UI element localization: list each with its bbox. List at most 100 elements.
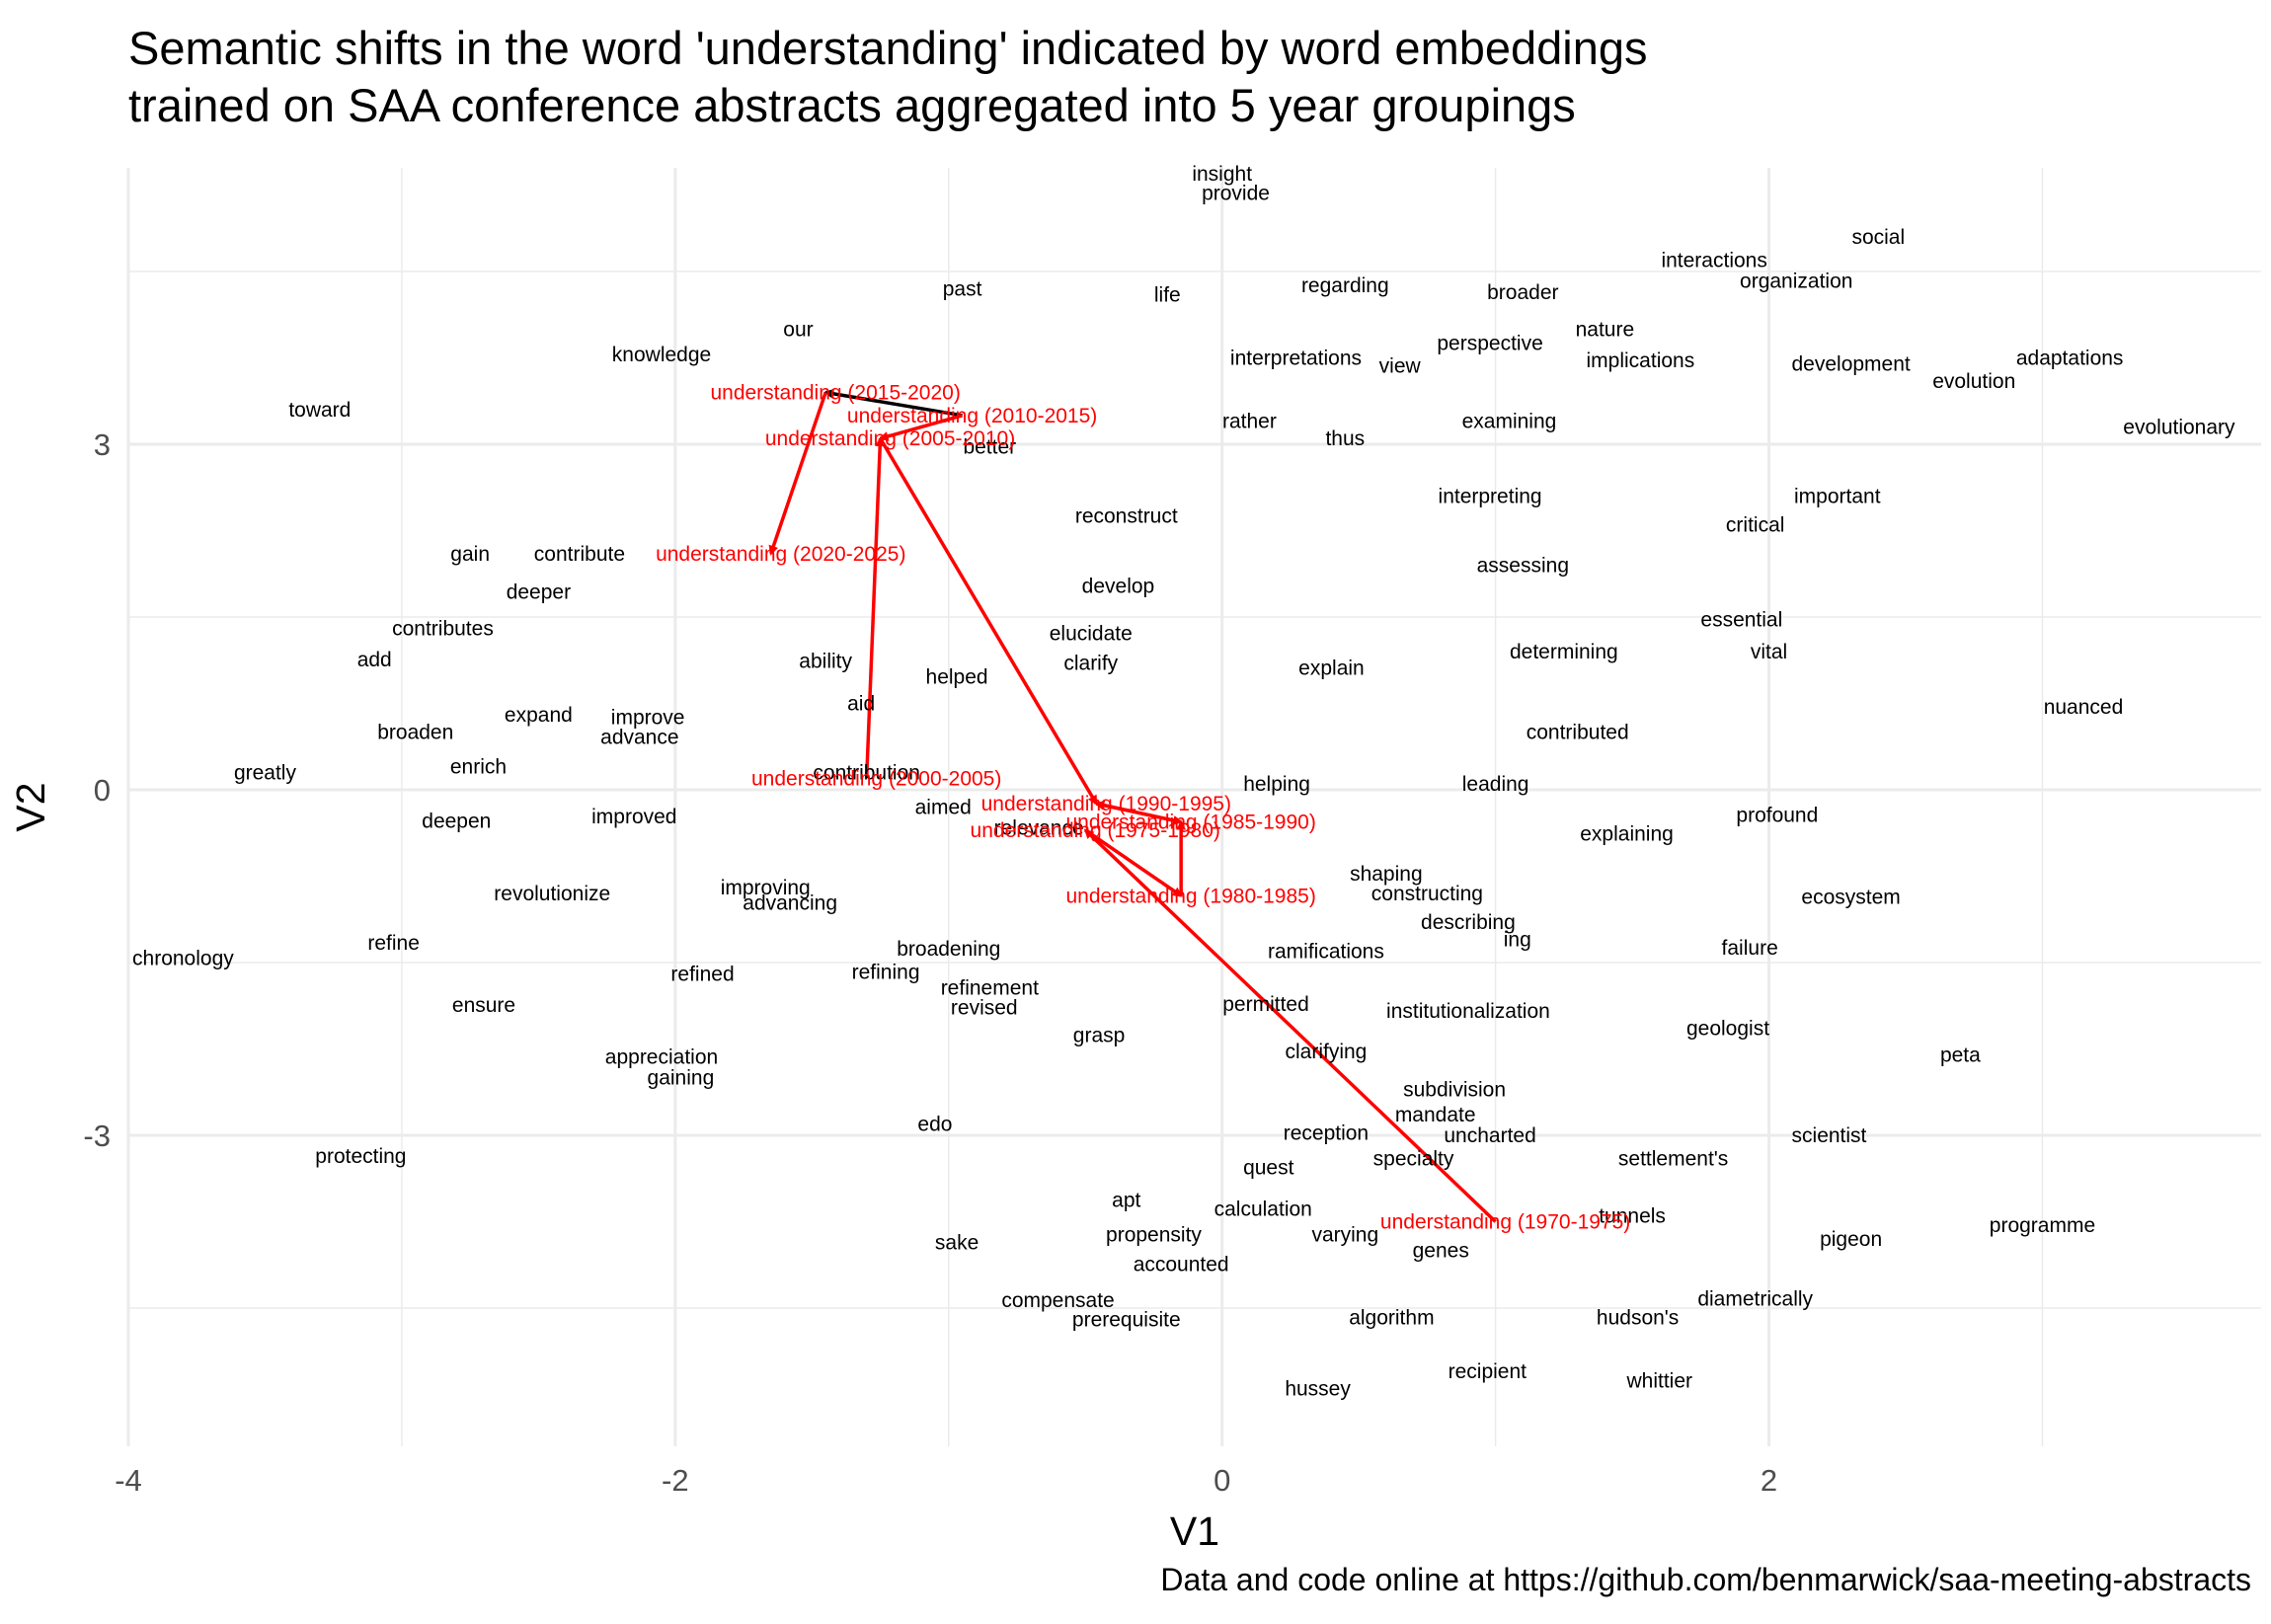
word-label: compensate (1001, 1289, 1114, 1312)
word-label: interactions (1661, 249, 1766, 271)
word-label: contribution (813, 762, 920, 785)
y-tick-label: 0 (94, 773, 111, 808)
word-label: add (357, 649, 392, 671)
word-label: development (1791, 352, 1910, 375)
word-label: helping (1243, 773, 1310, 796)
word-label: view (1379, 355, 1422, 378)
word-label: contribute (534, 543, 625, 566)
shift-arrow (879, 437, 1098, 806)
y-axis-label: V2 (8, 782, 53, 831)
word-label: our (783, 318, 813, 341)
word-label: ability (799, 650, 852, 672)
word-label: interpretations (1230, 348, 1362, 370)
chart-title: Semantic shifts in the word 'understandi… (128, 20, 2202, 134)
word-label: varying (1311, 1223, 1378, 1246)
word-label: thus (1325, 427, 1365, 450)
word-label: essential (1700, 608, 1782, 631)
word-label: ramifications (1268, 940, 1384, 963)
word-label: whittier (1626, 1370, 1693, 1393)
word-label: important (1794, 486, 1881, 508)
x-tick-label: 0 (1214, 1463, 1230, 1498)
word-label: improving (721, 877, 811, 899)
y-tick-label: -3 (83, 1119, 111, 1153)
word-label: enrich (450, 756, 507, 779)
word-label: determining (1510, 641, 1618, 663)
word-label: ing (1504, 929, 1531, 952)
word-label: geologist (1686, 1018, 1769, 1041)
word-label: improve (611, 707, 685, 730)
word-label: revised (951, 997, 1018, 1020)
caption: Data and code online at https://github.c… (1160, 1562, 2251, 1597)
word-label: nuanced (2044, 696, 2124, 719)
word-label: refined (670, 964, 734, 986)
word-label: failure (1722, 937, 1778, 960)
word-label: improved (591, 806, 676, 828)
word-label: past (943, 278, 982, 301)
word-label: algorithm (1349, 1306, 1434, 1329)
word-label: better (963, 435, 1016, 458)
word-label: contributes (392, 618, 494, 641)
understanding-label: understanding (1980-1985) (1065, 885, 1315, 907)
understanding-label: understanding (2020-2025) (656, 543, 905, 566)
word-label: genes (1413, 1240, 1469, 1263)
word-label: gain (450, 543, 490, 566)
y-tick-label: 3 (94, 427, 111, 462)
word-label: reconstruct (1075, 504, 1178, 527)
word-label: recipient (1449, 1360, 1527, 1383)
word-label: institutionalization (1386, 1000, 1550, 1023)
word-label: chronology (132, 947, 234, 969)
word-label: mandate (1395, 1104, 1476, 1126)
word-label: constructing (1371, 883, 1483, 905)
word-label: quest (1243, 1157, 1294, 1180)
understanding-label: understanding (2015-2020) (710, 382, 960, 405)
word-label: adaptations (2016, 348, 2124, 370)
word-label: appreciation (605, 1046, 718, 1069)
word-label: ensure (452, 994, 515, 1017)
word-label: evolution (1932, 370, 2015, 393)
word-label: examining (1462, 411, 1557, 433)
x-tick-label: 2 (1761, 1463, 1777, 1498)
grid (126, 168, 2261, 1446)
title-line-1: Semantic shifts in the word 'understandi… (128, 22, 1648, 74)
word-label: reception (1284, 1122, 1369, 1145)
x-tick-label: -4 (115, 1463, 142, 1498)
word-label: life (1154, 283, 1181, 306)
word-label: clarifying (1285, 1041, 1367, 1063)
word-label: protecting (315, 1145, 406, 1168)
word-label: deeper (507, 580, 571, 603)
word-label: peta (1940, 1044, 1981, 1066)
word-label: contributed (1527, 722, 1629, 744)
word-label: settlement's (1618, 1147, 1728, 1170)
understanding-label: understanding (1990-1995) (981, 793, 1231, 815)
word-label: refining (852, 961, 920, 983)
word-label: uncharted (1444, 1124, 1535, 1147)
understanding-label: understanding (1975-1980) (971, 819, 1220, 842)
word-label: calculation (1214, 1199, 1312, 1221)
shift-arrow (1084, 828, 1183, 897)
word-label: grasp (1073, 1025, 1126, 1047)
word-label: clarify (1063, 653, 1118, 675)
word-label: gaining (648, 1067, 715, 1090)
word-label: rather (1222, 411, 1277, 433)
shift-arrow (823, 388, 963, 418)
shift-arrow (768, 391, 827, 556)
word-label: hudson's (1597, 1306, 1679, 1329)
word-label: interpreting (1439, 486, 1542, 508)
word-label: specialty (1373, 1147, 1454, 1170)
word-label: scientist (1792, 1124, 1867, 1147)
word-label: pigeon (1820, 1228, 1882, 1251)
word-label: provide (1202, 183, 1270, 205)
word-label: propensity (1106, 1223, 1202, 1246)
word-label: subdivision (1403, 1078, 1506, 1101)
understanding-label: understanding (1970-1975) (1380, 1211, 1630, 1234)
word-label: ecosystem (1801, 887, 1900, 909)
arrows (768, 388, 1497, 1223)
word-label: explaining (1580, 822, 1674, 845)
word-label: sake (935, 1232, 979, 1255)
understanding-label: understanding (2000-2005) (751, 767, 1001, 790)
word-label: accounted (1134, 1254, 1229, 1276)
word-label: implications (1587, 349, 1695, 372)
word-label: leading (1462, 773, 1529, 796)
